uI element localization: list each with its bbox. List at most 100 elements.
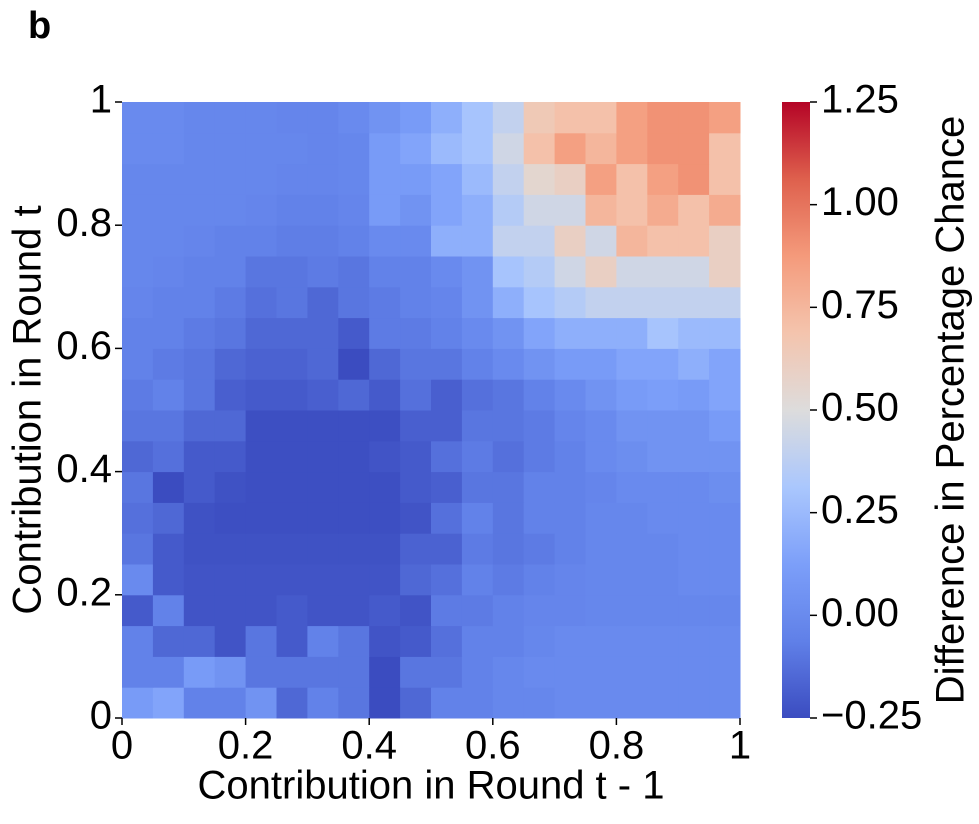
heatmap-cell [616,102,648,134]
heatmap-cell [400,410,432,442]
heatmap-cell [183,533,216,565]
heatmap-cell [307,564,339,596]
heatmap-cell [369,163,401,195]
heatmap-cell [400,564,432,596]
y-tick-label: 0.2 [56,570,112,614]
heatmap-cell [554,687,586,719]
heatmap-cell [492,440,525,473]
heatmap-cell [554,102,586,134]
heatmap-cell [431,656,463,688]
heatmap-cell [214,533,247,565]
heatmap-cell [461,440,494,473]
heatmap-cell [585,379,617,411]
heatmap-cell [492,502,525,534]
heatmap-cell [585,102,617,134]
heatmap-cell [647,286,679,319]
heatmap-cell [647,410,679,442]
heatmap-cell [678,225,710,257]
heatmap-cell [461,594,494,627]
heatmap-cell [369,656,401,688]
heatmap-cell [307,656,339,688]
heatmap-cell [523,625,556,657]
heatmap-cell [369,256,401,288]
heatmap-cell [523,194,556,226]
heatmap-cell [554,564,586,596]
heatmap-cell [338,471,370,503]
heatmap-cell [400,286,432,319]
heatmap-cell [122,471,154,503]
heatmap-cell [400,256,432,288]
heatmap-cell [678,594,710,627]
heatmap-cell [122,194,154,226]
heatmap-cell [338,286,370,319]
heatmap-cell [709,502,741,534]
heatmap-cell [400,194,432,226]
heatmap-cell [400,656,432,688]
heatmap-cell [338,102,370,134]
heatmap-cell [245,163,277,195]
heatmap-cell [276,471,308,503]
heatmap-cell [276,594,308,627]
heatmap-cell [678,533,710,565]
heatmap-cell [122,102,154,134]
heatmap-cell [369,594,401,627]
x-tick-label: 0.4 [341,724,397,768]
colorbar-tick-label: 0.00 [821,591,899,635]
heatmap-cell [492,533,525,565]
y-tick-label: 0.8 [56,201,112,245]
heatmap-cell [369,533,401,565]
heatmap-cell [554,502,586,534]
heatmap-cell [338,348,370,380]
heatmap-cell [245,256,277,288]
heatmap-cell [152,102,185,134]
heatmap-cell [307,132,339,165]
heatmap-cell [369,379,401,411]
heatmap-cell [214,564,247,596]
heatmap-cell [647,132,679,165]
heatmap-cell [338,687,370,719]
heatmap-cell [338,656,370,688]
heatmap-cell [369,687,401,719]
heatmap-cell [122,132,154,165]
heatmap-cell [276,286,308,319]
heatmap-cell [492,379,525,411]
y-tick-label: 0.4 [56,447,112,491]
x-tick-label: 0.6 [465,724,521,768]
heatmap-cell [616,132,648,165]
heatmap-cell [678,564,710,596]
heatmap-cell [616,256,648,288]
heatmap-cell [214,410,247,442]
heatmap-cell [678,102,710,134]
heatmap-cell [183,687,216,719]
heatmap-cell [276,256,308,288]
heatmap-cell [307,348,339,380]
heatmap-cell [183,194,216,226]
heatmap-cell [369,225,401,257]
heatmap-cell [678,410,710,442]
heatmap-cell [647,687,679,719]
heatmap-cell [709,594,741,627]
heatmap-cell [431,533,463,565]
heatmap-cell [523,656,556,688]
heatmap-cell [276,410,308,442]
heatmap-cell [122,594,154,627]
heatmap-cell [616,594,648,627]
heatmap-cell [400,225,432,257]
colorbar [782,102,810,718]
heatmap-cell [369,564,401,596]
heatmap-cell [461,656,494,688]
heatmap-cell [678,286,710,319]
heatmap-cell [214,656,247,688]
heatmap-cell [183,594,216,627]
heatmap-cell [122,656,154,688]
heatmap-cell [647,379,679,411]
heatmap-cell [245,348,277,380]
heatmap-cell [183,471,216,503]
heatmap-cell [338,379,370,411]
heatmap-cell [276,440,308,473]
heatmap-cell [183,132,216,165]
heatmap-cell [492,625,525,657]
heatmap-cell [400,132,432,165]
heatmap-cell [245,656,277,688]
heatmap-cell [709,225,741,257]
